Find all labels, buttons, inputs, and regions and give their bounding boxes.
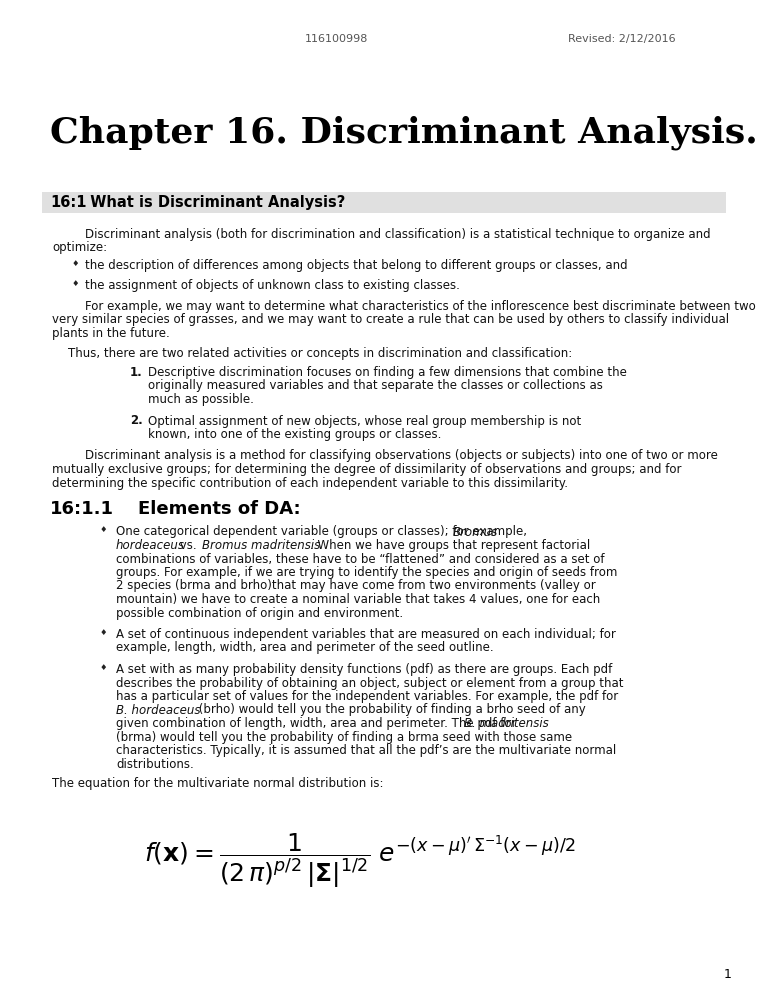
Text: vs.: vs. — [176, 539, 200, 552]
Text: the assignment of objects of unknown class to existing classes.: the assignment of objects of unknown cla… — [85, 278, 460, 291]
Text: ♦: ♦ — [100, 526, 108, 535]
Text: 1: 1 — [724, 968, 732, 981]
Text: possible combination of origin and environment.: possible combination of origin and envir… — [116, 606, 403, 619]
Text: One categorical dependent variable (groups or classes); for example,: One categorical dependent variable (grou… — [116, 526, 531, 539]
Text: B. madritensis: B. madritensis — [464, 717, 549, 730]
Text: For example, we may want to determine what characteristics of the inflorescence : For example, we may want to determine wh… — [85, 300, 756, 313]
Text: Elements of DA:: Elements of DA: — [113, 500, 300, 518]
Text: example, length, width, area and perimeter of the seed outline.: example, length, width, area and perimet… — [116, 641, 494, 654]
Text: $f(\mathbf{x}) = \dfrac{1}{(2\,\pi)^{p/2}\,|\mathbf{\Sigma}|^{1/2}}\;e^{-(x-\mu): $f(\mathbf{x}) = \dfrac{1}{(2\,\pi)^{p/2… — [144, 832, 576, 891]
Text: ♦: ♦ — [100, 663, 108, 672]
Text: B. hordeaceus: B. hordeaceus — [116, 704, 200, 717]
Text: describes the probability of obtaining an object, subject or element from a grou: describes the probability of obtaining a… — [116, 677, 624, 690]
Text: Bromus madritensis: Bromus madritensis — [202, 539, 320, 552]
Text: What is Discriminant Analysis?: What is Discriminant Analysis? — [80, 195, 346, 210]
Text: mountain) we have to create a nominal variable that takes 4 values, one for each: mountain) we have to create a nominal va… — [116, 593, 601, 606]
Text: Chapter 16. Discriminant Analysis.: Chapter 16. Discriminant Analysis. — [50, 115, 758, 149]
Text: very similar species of grasses, and we may want to create a rule that can be us: very similar species of grasses, and we … — [52, 313, 729, 326]
Text: Bromus: Bromus — [453, 526, 498, 539]
Text: distributions.: distributions. — [116, 757, 194, 770]
Text: The equation for the multivariate normal distribution is:: The equation for the multivariate normal… — [52, 777, 383, 790]
Text: Thus, there are two related activities or concepts in discrimination and classif: Thus, there are two related activities o… — [68, 347, 572, 360]
Text: 2 species (brma and brho)that may have come from two environments (valley or: 2 species (brma and brho)that may have c… — [116, 580, 596, 592]
Text: ♦: ♦ — [72, 259, 80, 268]
Text: the description of differences among objects that belong to different groups or : the description of differences among obj… — [85, 259, 627, 272]
Text: much as possible.: much as possible. — [148, 393, 254, 406]
Bar — [42, 192, 726, 213]
Text: Discriminant analysis is a method for classifying observations (objects or subje: Discriminant analysis is a method for cl… — [85, 449, 718, 462]
Text: Descriptive discrimination focuses on finding a few dimensions that combine the: Descriptive discrimination focuses on fi… — [148, 366, 627, 379]
Text: known, into one of the existing groups or classes.: known, into one of the existing groups o… — [148, 428, 442, 441]
Text: ♦: ♦ — [72, 278, 80, 287]
Text: 16:1: 16:1 — [50, 195, 87, 210]
Text: mutually exclusive groups; for determining the degree of dissimilarity of observ: mutually exclusive groups; for determini… — [52, 463, 681, 476]
Text: 1.: 1. — [130, 366, 143, 379]
Text: (brma) would tell you the probability of finding a brma seed with those same: (brma) would tell you the probability of… — [116, 731, 572, 744]
Text: combinations of variables, these have to be “flattened” and considered as a set : combinations of variables, these have to… — [116, 553, 604, 566]
Text: A set with as many probability density functions (pdf) as there are groups. Each: A set with as many probability density f… — [116, 663, 612, 676]
Text: groups. For example, if we are trying to identify the species and origin of seed: groups. For example, if we are trying to… — [116, 566, 617, 579]
Text: 2.: 2. — [130, 414, 143, 427]
Text: hordeaceus: hordeaceus — [116, 539, 185, 552]
Text: has a particular set of values for the independent variables. For example, the p: has a particular set of values for the i… — [116, 690, 618, 703]
Text: Revised: 2/12/2016: Revised: 2/12/2016 — [568, 34, 676, 44]
Text: originally measured variables and that separate the classes or collections as: originally measured variables and that s… — [148, 380, 603, 393]
Text: 16:1.1: 16:1.1 — [50, 500, 114, 518]
Text: optimize:: optimize: — [52, 242, 107, 254]
Text: plants in the future.: plants in the future. — [52, 327, 170, 340]
Text: (brho) would tell you the probability of finding a brho seed of any: (brho) would tell you the probability of… — [195, 704, 586, 717]
Text: Optimal assignment of new objects, whose real group membership is not: Optimal assignment of new objects, whose… — [148, 414, 581, 427]
Text: . When we have groups that represent factorial: . When we have groups that represent fac… — [310, 539, 591, 552]
Text: 116100998: 116100998 — [305, 34, 369, 44]
Text: given combination of length, width, area and perimeter. The pdf for: given combination of length, width, area… — [116, 717, 520, 730]
Text: characteristics. Typically, it is assumed that all the pdf’s are the multivariat: characteristics. Typically, it is assume… — [116, 744, 616, 757]
Text: A set of continuous independent variables that are measured on each individual; : A set of continuous independent variable… — [116, 628, 616, 641]
Text: Discriminant analysis (both for discrimination and classification) is a statisti: Discriminant analysis (both for discrimi… — [85, 228, 710, 241]
Text: ♦: ♦ — [100, 628, 108, 637]
Text: determining the specific contribution of each independent variable to this dissi: determining the specific contribution of… — [52, 476, 568, 489]
